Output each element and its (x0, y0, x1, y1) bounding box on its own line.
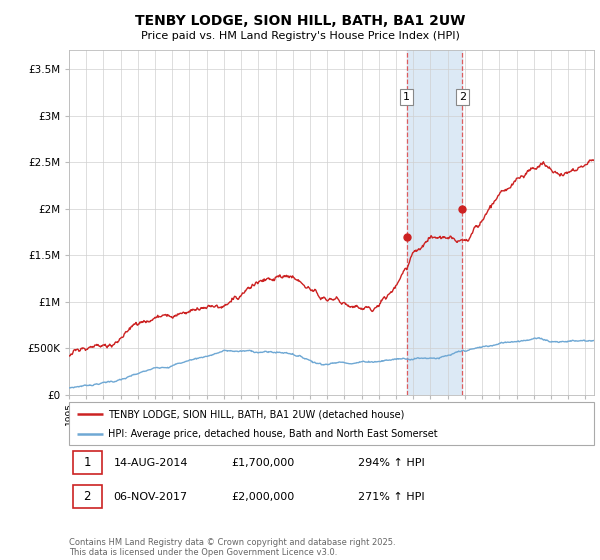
FancyBboxPatch shape (73, 451, 102, 474)
Text: 1: 1 (403, 92, 410, 102)
Bar (407, 50, 462, 395)
Text: Contains HM Land Registry data © Crown copyright and database right 2025.
This d: Contains HM Land Registry data © Crown c… (69, 538, 395, 557)
Text: £2,000,000: £2,000,000 (232, 492, 295, 502)
Text: TENBY LODGE, SION HILL, BATH, BA1 2UW: TENBY LODGE, SION HILL, BATH, BA1 2UW (135, 14, 465, 28)
Text: Price paid vs. HM Land Registry's House Price Index (HPI): Price paid vs. HM Land Registry's House … (140, 31, 460, 41)
Text: 294% ↑ HPI: 294% ↑ HPI (358, 458, 425, 468)
Text: 2: 2 (458, 92, 466, 102)
Text: HPI: Average price, detached house, Bath and North East Somerset: HPI: Average price, detached house, Bath… (109, 430, 438, 440)
Text: 271% ↑ HPI: 271% ↑ HPI (358, 492, 424, 502)
Text: £1,700,000: £1,700,000 (232, 458, 295, 468)
Text: 14-AUG-2014: 14-AUG-2014 (113, 458, 188, 468)
FancyBboxPatch shape (73, 485, 102, 508)
Text: 2: 2 (83, 490, 91, 503)
Text: TENBY LODGE, SION HILL, BATH, BA1 2UW (detached house): TENBY LODGE, SION HILL, BATH, BA1 2UW (d… (109, 409, 405, 419)
Text: 1: 1 (83, 456, 91, 469)
Text: 06-NOV-2017: 06-NOV-2017 (113, 492, 188, 502)
